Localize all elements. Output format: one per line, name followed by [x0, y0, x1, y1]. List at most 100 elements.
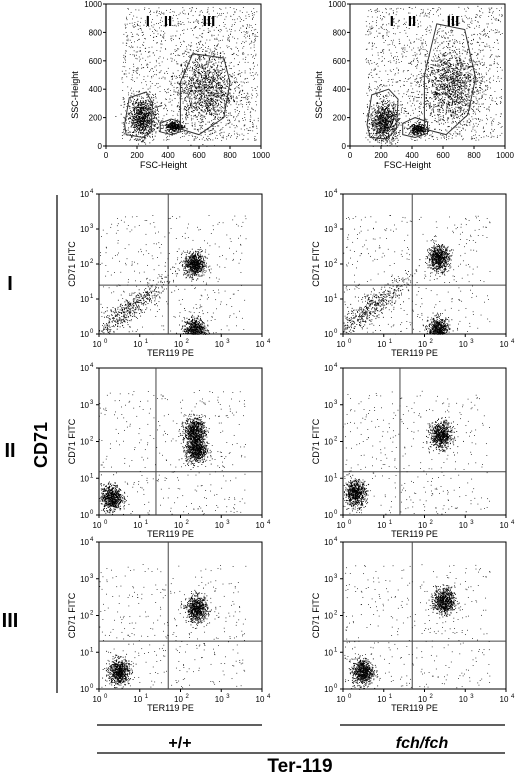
data-point [211, 34, 213, 36]
data-point [380, 136, 382, 138]
data-point [449, 51, 451, 53]
data-point [182, 77, 184, 79]
data-point [228, 92, 230, 94]
data-point [443, 41, 445, 43]
data-point [193, 27, 195, 29]
data-point [447, 44, 449, 46]
data-point [219, 87, 221, 89]
data-point [208, 71, 210, 73]
data-point [199, 118, 201, 120]
data-point [135, 107, 137, 109]
data-point [399, 130, 400, 132]
data-point [190, 103, 192, 105]
data-point [207, 139, 209, 141]
data-point [187, 117, 189, 118]
data-point [132, 117, 134, 119]
data-point [450, 52, 451, 54]
data-point [179, 55, 181, 56]
data-point [480, 8, 482, 10]
data-point [187, 93, 189, 95]
data-point [219, 77, 221, 79]
data-point [198, 42, 199, 44]
data-point [185, 114, 187, 116]
data-point [469, 66, 470, 68]
data-point [150, 125, 151, 127]
data-point [148, 47, 150, 49]
data-point [132, 117, 134, 119]
data-point [250, 42, 252, 44]
data-point [147, 51, 149, 53]
data-point [140, 67, 142, 69]
data-point [477, 72, 479, 74]
data-point [139, 91, 140, 93]
data-point [483, 30, 485, 31]
data-point [208, 52, 210, 54]
data-point [151, 104, 152, 106]
data-point [393, 12, 394, 13]
data-point [202, 77, 204, 79]
data-point [181, 11, 183, 13]
data-point [210, 84, 212, 86]
data-point [188, 44, 189, 46]
data-point [172, 126, 174, 127]
data-point [184, 83, 185, 85]
data-point [238, 87, 240, 89]
data-point [186, 128, 188, 130]
data-point [219, 13, 221, 15]
data-point [130, 126, 132, 128]
data-point [485, 72, 487, 74]
data-point [153, 94, 154, 96]
data-point [165, 124, 167, 126]
data-point [227, 47, 229, 49]
data-point [245, 96, 247, 98]
data-point [160, 105, 162, 107]
data-point [169, 120, 171, 122]
data-point [133, 103, 135, 105]
data-point [152, 37, 154, 38]
data-point [195, 91, 196, 93]
data-point [156, 118, 158, 120]
data-point [379, 85, 381, 87]
data-point [154, 121, 155, 123]
data-point [136, 58, 138, 60]
data-point [230, 31, 232, 33]
data-point [144, 134, 145, 136]
data-point [500, 67, 501, 68]
data-point [219, 40, 221, 41]
data-point [137, 107, 139, 108]
data-point [214, 118, 216, 120]
data-point [477, 21, 479, 23]
data-point [137, 112, 139, 114]
data-point [157, 109, 158, 111]
data-point [475, 87, 477, 89]
data-point [368, 62, 370, 64]
data-point [169, 124, 170, 126]
data-point [172, 76, 173, 77]
data-point [223, 131, 225, 133]
data-point [231, 62, 232, 63]
data-point [217, 118, 218, 120]
data-point [369, 42, 370, 44]
data-point [134, 118, 136, 120]
data-point [176, 61, 178, 63]
data-point [173, 125, 175, 127]
data-point [187, 105, 189, 107]
data-point [412, 135, 413, 137]
data-point [172, 75, 174, 77]
data-point [488, 15, 490, 17]
data-point [140, 50, 141, 52]
data-point [238, 121, 240, 123]
data-point [489, 104, 491, 105]
data-point [174, 118, 176, 120]
data-point [135, 122, 137, 124]
data-point [177, 126, 179, 128]
data-point [439, 102, 440, 104]
data-point [160, 19, 162, 21]
data-point [233, 8, 235, 10]
data-point [253, 55, 254, 57]
data-point [153, 124, 155, 126]
data-point [461, 18, 463, 20]
data-point [193, 84, 195, 86]
data-point [218, 96, 220, 98]
data-point [146, 119, 148, 121]
